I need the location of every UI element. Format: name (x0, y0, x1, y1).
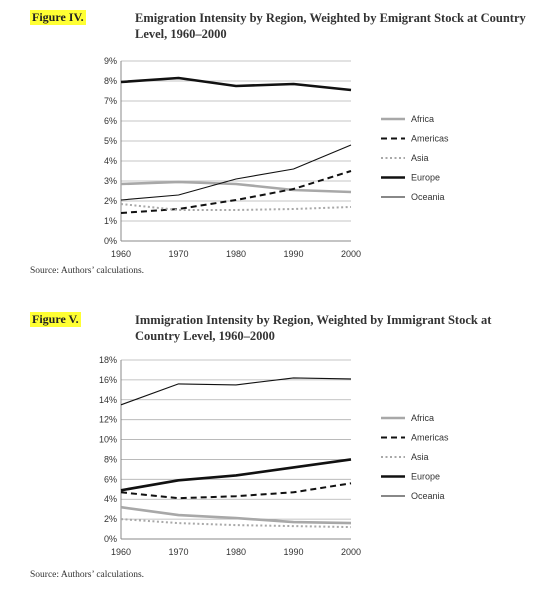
chart-2-series-americas (120, 482, 352, 500)
chart-1-ytick-label: 8% (104, 76, 117, 86)
chart-2-ytick-label: 6% (104, 474, 117, 484)
chart-2-xtick-label: 2000 (341, 547, 361, 557)
chart-1-xtick-label: 1990 (283, 249, 303, 259)
chart-1-xtick-label: 1980 (226, 249, 246, 259)
chart-2-ytick-label: 2% (104, 514, 117, 524)
chart-1-series-oceania (120, 144, 352, 201)
chart-2-legend-label-oceania: Oceania (411, 491, 445, 501)
chart-2-legend-label-europe: Europe (411, 472, 440, 482)
chart-1-xtick-label: 1970 (168, 249, 188, 259)
chart-2-ytick-label: 18% (99, 355, 117, 365)
chart-2-ytick-label: 16% (99, 375, 117, 385)
chart-1-legend-label-asia: Asia (411, 153, 429, 163)
chart-2-legend-label-africa: Africa (411, 413, 434, 423)
chart-1-series-americas (120, 170, 352, 214)
chart-2-series-europe (120, 458, 352, 492)
chart-1-ytick-label: 9% (104, 56, 117, 66)
chart-1-series-africa (120, 180, 352, 194)
chart-2-ytick-label: 0% (104, 534, 117, 544)
chart-2-ytick-label: 4% (104, 494, 117, 504)
chart-1-series-asia (120, 203, 352, 211)
chart-1-ytick-label: 4% (104, 156, 117, 166)
chart-1-ytick-label: 6% (104, 116, 117, 126)
chart-1-xtick-label: 2000 (341, 249, 361, 259)
chart-2-ytick-label: 12% (99, 415, 117, 425)
chart-2-xtick-label: 1960 (111, 547, 131, 557)
figure-iv-label: Figure IV. (30, 10, 86, 25)
chart-2-xtick-label: 1990 (283, 547, 303, 557)
chart-1-legend-label-africa: Africa (411, 114, 434, 124)
chart-1-ytick-label: 2% (104, 196, 117, 206)
chart-2-xtick-label: 1970 (168, 547, 188, 557)
chart-1-ytick-label: 1% (104, 216, 117, 226)
chart-2-ytick-label: 10% (99, 435, 117, 445)
chart-1-ytick-label: 7% (104, 96, 117, 106)
chart-1-xtick-label: 1960 (111, 249, 131, 259)
chart-1-ytick-label: 5% (104, 136, 117, 146)
chart-1-ytick-label: 3% (104, 176, 117, 186)
chart-1-ytick-label: 0% (104, 236, 117, 246)
chart-2-ytick-label: 8% (104, 454, 117, 464)
chart-2-xtick-label: 1980 (226, 547, 246, 557)
chart-2-legend-label-americas: Americas (411, 433, 449, 443)
figure-v-label: Figure V. (30, 312, 81, 327)
chart-2-series-africa (120, 505, 352, 525)
chart-1-legend-label-oceania: Oceania (411, 192, 445, 202)
chart-1-series-europe (120, 76, 352, 92)
figure-iv-source: Source: Authors’ calculations. (30, 266, 145, 276)
chart-1-legend-label-europe: Europe (411, 173, 440, 183)
chart-2-legend-label-asia: Asia (411, 452, 429, 462)
chart-2-series-oceania (120, 377, 352, 406)
figure-v-source: Source: Authors’ calculations. (30, 570, 145, 580)
chart-1-legend-label-americas: Americas (411, 134, 449, 144)
figure-iv-title: Emigration Intensity by Region, Weighted… (135, 11, 526, 41)
figure-v-title: Immigration Intensity by Region, Weighte… (135, 313, 492, 343)
chart-2-ytick-label: 14% (99, 395, 117, 405)
